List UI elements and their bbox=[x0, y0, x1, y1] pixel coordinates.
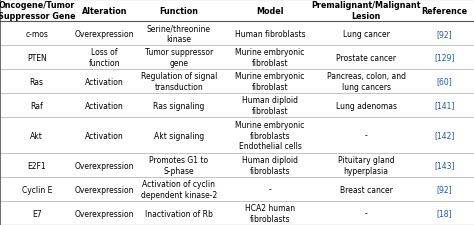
Text: PTEN: PTEN bbox=[27, 53, 46, 62]
Text: [60]: [60] bbox=[437, 77, 452, 86]
Text: Human diploid
fibroblasts: Human diploid fibroblasts bbox=[242, 156, 298, 175]
Bar bbox=[0, 153, 474, 177]
Text: [143]: [143] bbox=[434, 161, 455, 170]
Text: Akt signaling: Akt signaling bbox=[154, 131, 204, 140]
Text: -: - bbox=[269, 185, 272, 194]
Bar bbox=[0, 94, 474, 117]
Text: Raf: Raf bbox=[30, 101, 43, 110]
Text: Serine/threonine
kinase: Serine/threonine kinase bbox=[147, 24, 211, 44]
Text: Lung cancer: Lung cancer bbox=[343, 29, 390, 38]
Text: Ras: Ras bbox=[30, 77, 44, 86]
Bar bbox=[0, 22, 474, 46]
Text: Oncogene/Tumor
Suppressor Gene: Oncogene/Tumor Suppressor Gene bbox=[0, 1, 75, 21]
Text: Activation of cyclin
dependent kinase-2: Activation of cyclin dependent kinase-2 bbox=[141, 180, 217, 199]
Text: Murine embryonic
fibroblast: Murine embryonic fibroblast bbox=[236, 72, 305, 91]
Text: [92]: [92] bbox=[437, 29, 452, 38]
Text: Lung adenomas: Lung adenomas bbox=[336, 101, 397, 110]
Text: Activation: Activation bbox=[85, 131, 124, 140]
Bar bbox=[0, 177, 474, 201]
Bar bbox=[318, 0, 415, 22]
Bar bbox=[0, 0, 73, 22]
Bar bbox=[0, 201, 474, 225]
Bar bbox=[223, 0, 318, 22]
Text: E7: E7 bbox=[32, 209, 42, 218]
Text: Murine embryonic
fibroblast: Murine embryonic fibroblast bbox=[236, 48, 305, 68]
Text: Murine embryonic
fibroblasts
Endothelial cells: Murine embryonic fibroblasts Endothelial… bbox=[236, 121, 305, 150]
Text: Promotes G1 to
S-phase: Promotes G1 to S-phase bbox=[149, 156, 209, 175]
Text: [142]: [142] bbox=[434, 131, 455, 140]
Text: Akt: Akt bbox=[30, 131, 43, 140]
Bar bbox=[73, 0, 135, 22]
Text: Premalignant/Malignant
Lesion: Premalignant/Malignant Lesion bbox=[311, 1, 421, 21]
Text: Overexpression: Overexpression bbox=[74, 209, 134, 218]
Text: Prostate cancer: Prostate cancer bbox=[336, 53, 396, 62]
Text: Regulation of signal
transduction: Regulation of signal transduction bbox=[141, 72, 217, 91]
Text: E2F1: E2F1 bbox=[27, 161, 46, 170]
Bar bbox=[135, 0, 223, 22]
Text: c-mos: c-mos bbox=[25, 29, 48, 38]
Text: HCA2 human
fibroblasts: HCA2 human fibroblasts bbox=[245, 203, 295, 223]
Text: Activation: Activation bbox=[85, 101, 124, 110]
Text: Overexpression: Overexpression bbox=[74, 29, 134, 38]
Text: Model: Model bbox=[256, 7, 284, 16]
Text: Activation: Activation bbox=[85, 77, 124, 86]
Text: Tumor suppressor
gene: Tumor suppressor gene bbox=[145, 48, 213, 68]
Text: Breast cancer: Breast cancer bbox=[340, 185, 392, 194]
Text: [141]: [141] bbox=[434, 101, 455, 110]
Text: [129]: [129] bbox=[434, 53, 455, 62]
Text: Ras signaling: Ras signaling bbox=[153, 101, 205, 110]
Text: Human fibroblasts: Human fibroblasts bbox=[235, 29, 305, 38]
Text: -: - bbox=[365, 209, 367, 218]
Text: Loss of
function: Loss of function bbox=[89, 48, 120, 68]
Text: Overexpression: Overexpression bbox=[74, 161, 134, 170]
Text: Human diploid
fibroblast: Human diploid fibroblast bbox=[242, 96, 298, 115]
Text: Function: Function bbox=[159, 7, 199, 16]
Text: Pancreas, colon, and
lung cancers: Pancreas, colon, and lung cancers bbox=[327, 72, 406, 91]
Text: Reference: Reference bbox=[421, 7, 467, 16]
Text: [92]: [92] bbox=[437, 185, 452, 194]
Bar bbox=[0, 46, 474, 70]
Text: Inactivation of Rb: Inactivation of Rb bbox=[145, 209, 213, 218]
Text: Cyclin E: Cyclin E bbox=[21, 185, 52, 194]
Bar bbox=[0, 70, 474, 94]
Text: [18]: [18] bbox=[437, 209, 452, 218]
Text: Alteration: Alteration bbox=[82, 7, 127, 16]
Bar bbox=[0, 117, 474, 153]
Text: -: - bbox=[365, 131, 367, 140]
Text: Pituitary gland
hyperplasia: Pituitary gland hyperplasia bbox=[338, 156, 394, 175]
Bar bbox=[415, 0, 474, 22]
Text: Overexpression: Overexpression bbox=[74, 185, 134, 194]
